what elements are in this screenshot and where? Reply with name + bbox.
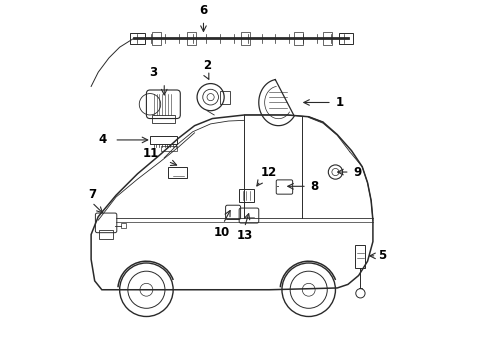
Text: 13: 13 (236, 229, 252, 242)
Text: 2: 2 (203, 59, 211, 72)
Text: 10: 10 (213, 226, 229, 239)
Text: 7: 7 (87, 188, 96, 201)
Text: 9: 9 (352, 166, 361, 179)
Bar (151, 32, 161, 45)
Text: 3: 3 (149, 66, 157, 79)
Bar (187, 32, 196, 45)
Text: 6: 6 (199, 4, 207, 17)
Text: 8: 8 (310, 180, 318, 193)
Text: 5: 5 (378, 249, 386, 262)
Bar (219, 91, 229, 104)
Text: 1: 1 (335, 96, 343, 109)
Text: 12: 12 (260, 166, 276, 179)
Bar (167, 167, 187, 179)
Bar (150, 136, 176, 144)
Bar (121, 223, 126, 228)
Bar (338, 33, 352, 44)
Bar (294, 32, 303, 45)
Text: 11: 11 (142, 147, 159, 159)
Text: 4: 4 (99, 134, 107, 147)
Bar (322, 32, 331, 45)
Bar (161, 147, 176, 151)
Bar (354, 245, 365, 268)
Bar (241, 32, 249, 45)
Bar (151, 115, 175, 123)
Bar (99, 230, 113, 239)
Bar (239, 189, 254, 202)
Bar (130, 33, 144, 44)
